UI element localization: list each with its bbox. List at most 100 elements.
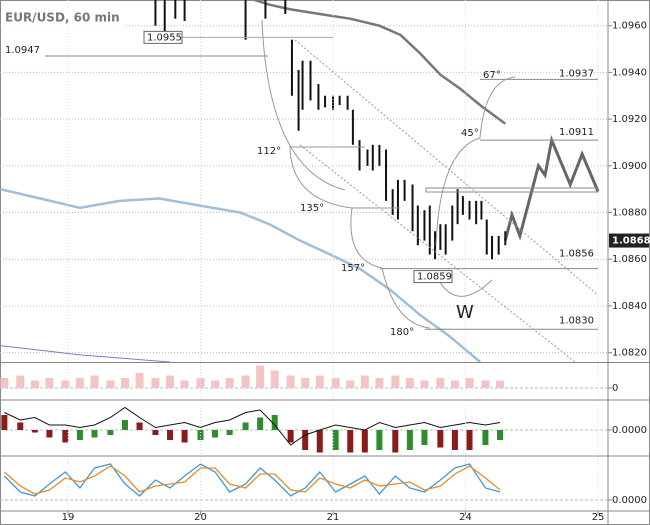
last-price-label: 1.0868 bbox=[612, 236, 650, 247]
oscillator-bar bbox=[437, 430, 444, 448]
oscillator-bar bbox=[226, 430, 233, 435]
fan-arc bbox=[289, 144, 353, 209]
x-tick-label: 20 bbox=[194, 512, 207, 523]
title-bg bbox=[3, 9, 126, 27]
last-price-box bbox=[609, 233, 649, 248]
y-tick-label: 1.0820 bbox=[612, 348, 647, 359]
angle-label: 180° bbox=[390, 327, 414, 338]
volume-bar bbox=[180, 380, 189, 388]
chart-title: EUR/USD, 60 min bbox=[5, 11, 120, 25]
series-line bbox=[3, 463, 501, 497]
panel bbox=[0, 463, 608, 501]
oscillator-bar bbox=[451, 430, 458, 450]
volume-bar bbox=[151, 378, 160, 388]
series-line bbox=[254, 0, 507, 125]
volume-bar bbox=[495, 380, 504, 388]
series-line bbox=[3, 465, 501, 495]
fan-arc bbox=[261, 19, 346, 191]
series-line bbox=[0, 345, 171, 362]
volume-bar bbox=[331, 378, 340, 388]
pattern-label: W bbox=[456, 302, 474, 323]
oscillator-bar bbox=[181, 430, 188, 443]
volume-bar bbox=[375, 378, 384, 388]
volume-bar bbox=[270, 370, 279, 388]
x-tick-label: 19 bbox=[62, 512, 75, 523]
oscillator-bar bbox=[212, 430, 219, 438]
series-line bbox=[0, 187, 481, 362]
y-tick-label: 1.0880 bbox=[612, 208, 647, 219]
volume-bar bbox=[106, 380, 115, 388]
volume-bar bbox=[241, 375, 250, 388]
angle-label: 135° bbox=[300, 203, 324, 214]
volume-bar bbox=[450, 380, 459, 388]
angle-label: 112° bbox=[257, 146, 281, 157]
level-label: 1.0859 bbox=[417, 272, 452, 283]
oscillator-bar bbox=[361, 430, 368, 453]
y-tick-label: 1.0840 bbox=[612, 301, 647, 312]
oscillator-bar bbox=[482, 430, 489, 445]
oscillator-bar bbox=[136, 422, 143, 430]
oscillator-bar bbox=[466, 430, 473, 450]
volume-bar bbox=[16, 375, 25, 388]
level-label: 1.0937 bbox=[559, 68, 594, 79]
volume-bar bbox=[391, 375, 400, 388]
panel bbox=[0, 365, 608, 389]
volume-bar bbox=[346, 380, 355, 388]
volume-bar bbox=[405, 378, 414, 388]
volume-bar bbox=[166, 375, 175, 388]
oscillator-bar bbox=[121, 420, 128, 430]
fan-arc bbox=[435, 137, 481, 246]
volume-bar bbox=[465, 378, 474, 388]
volume-bar bbox=[120, 378, 129, 388]
series-line bbox=[4, 406, 501, 446]
drawing-tools bbox=[261, 19, 599, 362]
y-tick-label: 1.0940 bbox=[612, 67, 647, 78]
volume-bar bbox=[481, 380, 490, 388]
volume-bar bbox=[61, 380, 70, 388]
volume-bar bbox=[135, 373, 144, 388]
series-line bbox=[503, 134, 600, 241]
fan-arc bbox=[381, 267, 431, 329]
level-box bbox=[425, 187, 599, 193]
oscillator-bar bbox=[1, 415, 8, 430]
oscillator-bar bbox=[107, 430, 114, 435]
y-tick-label: 1.0960 bbox=[612, 21, 647, 32]
x-tick-label: 21 bbox=[327, 512, 340, 523]
volume-bar bbox=[256, 365, 265, 388]
angle-label: 157° bbox=[341, 263, 365, 274]
oscillator-bar bbox=[46, 430, 53, 438]
y-tick-label: 0.0000 bbox=[612, 425, 647, 436]
volume-bar bbox=[90, 375, 99, 388]
volume-bar bbox=[315, 375, 324, 388]
oscillator-bar bbox=[17, 422, 24, 430]
oscillator-bar bbox=[76, 430, 83, 440]
oscillator-bar bbox=[302, 430, 309, 450]
level-label: 1.0830 bbox=[559, 315, 594, 326]
oscillator-bar bbox=[332, 430, 339, 450]
oscillator-bar bbox=[242, 422, 249, 430]
level-label: 1.0947 bbox=[5, 45, 40, 56]
y-tick-label: 0.0000 bbox=[612, 495, 647, 506]
x-tick-label: 25 bbox=[592, 512, 605, 523]
plot-layers bbox=[0, 0, 608, 510]
oscillator-bar bbox=[167, 430, 174, 440]
oscillator-bar bbox=[62, 430, 69, 443]
x-tick-label: 24 bbox=[459, 512, 472, 523]
volume-bar bbox=[225, 378, 234, 388]
angle-label: 45° bbox=[461, 128, 479, 139]
fan-arc bbox=[350, 207, 383, 269]
oscillator-bar bbox=[392, 430, 399, 453]
volume-bar bbox=[301, 378, 310, 388]
level-label-box bbox=[413, 270, 453, 284]
volume-bar bbox=[436, 378, 445, 388]
y-tick-label: 0 bbox=[612, 383, 618, 394]
oscillator-bar bbox=[421, 430, 428, 445]
oscillator-bar bbox=[152, 430, 159, 435]
oscillator-bar bbox=[31, 430, 38, 433]
oscillator-bar bbox=[347, 430, 354, 453]
panel bbox=[0, 406, 608, 453]
level-label-box bbox=[143, 30, 183, 44]
volume-bar bbox=[360, 375, 369, 388]
